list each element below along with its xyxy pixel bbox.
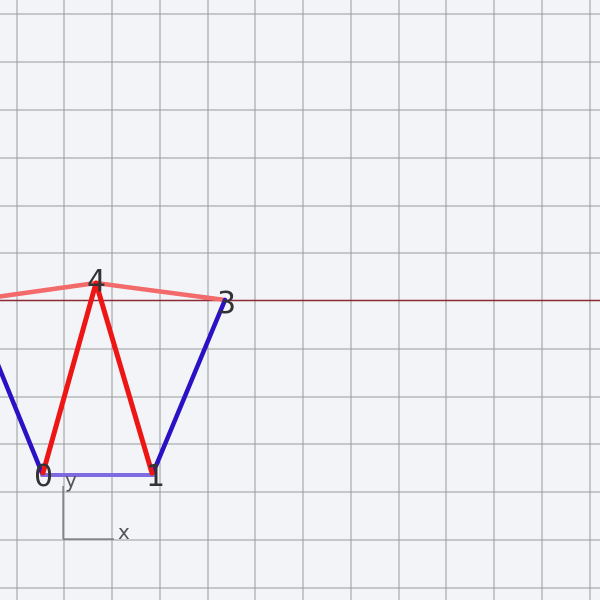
axis-x-label: x [118, 520, 130, 544]
edge-0-4[interactable] [40, 280, 99, 476]
vertex-label-3[interactable]: 3 [217, 286, 236, 321]
vertex-labels: 0 1 3 4 [34, 264, 236, 494]
edge-1-3[interactable] [150, 297, 228, 476]
edge-4-left-faded[interactable] [0, 280, 99, 299]
vertex-label-1[interactable]: 1 [146, 459, 165, 494]
vertex-label-4[interactable]: 4 [87, 264, 106, 299]
mesh-edges [0, 280, 228, 477]
edge-4-3-faded[interactable] [93, 280, 228, 303]
edge-4-1[interactable] [93, 280, 155, 476]
edge-left-0[interactable] [0, 355, 45, 476]
axis-gizmo: y x [62, 468, 130, 544]
axis-y-label: y [65, 468, 77, 492]
vertex-label-0[interactable]: 0 [34, 459, 53, 494]
